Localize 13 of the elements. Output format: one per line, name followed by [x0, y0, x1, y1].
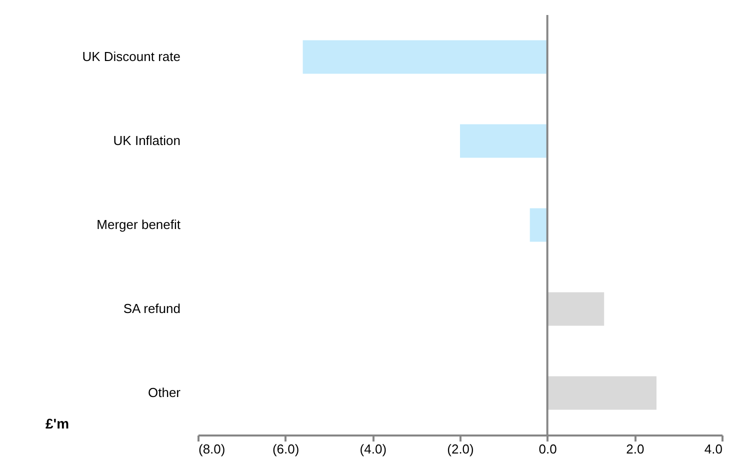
x-tick-label: 2.0	[626, 442, 644, 456]
x-tick-label: (2.0)	[447, 442, 474, 456]
x-tick-label: (6.0)	[272, 442, 300, 456]
x-tick-label: (8.0)	[198, 442, 226, 456]
y-tick-label: SA refund	[123, 301, 180, 316]
y-tick-label: Other	[148, 385, 182, 400]
x-tick-label: (4.0)	[360, 442, 387, 456]
y-tick-label: Merger benefit	[96, 217, 181, 232]
y-tick-label: UK Inflation	[113, 133, 180, 148]
x-axis-title: £'m	[46, 416, 70, 432]
y-tick-label: UK Discount rate	[82, 49, 180, 64]
x-tick-label: 4.0	[704, 442, 722, 456]
x-tick-label: 0.0	[538, 442, 557, 456]
